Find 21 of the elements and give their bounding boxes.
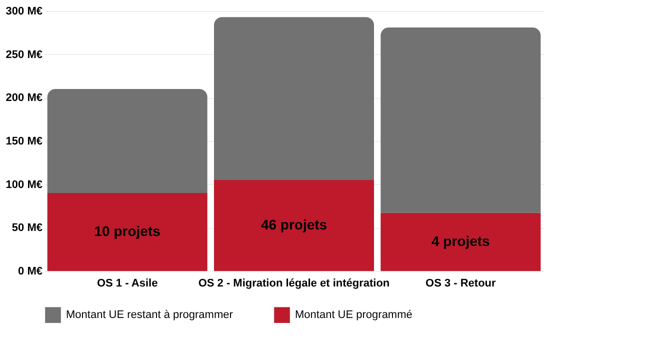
y-tick-label: 250 M€ (6, 48, 42, 61)
x-tick-label: OS 3 - Retour (426, 278, 497, 290)
legend-label: Montant UE restant à programmer (66, 309, 234, 322)
bar (47, 89, 208, 193)
bar (380, 27, 541, 213)
bar (214, 17, 374, 180)
bar (47, 193, 208, 271)
annotation: 10 projets (94, 223, 161, 239)
y-tick-label: 300 M€ (6, 6, 42, 18)
annotation: 46 projets (260, 216, 328, 232)
bar (380, 212, 541, 271)
y-tick-label: 50 M€ (12, 222, 42, 234)
x-tick-label: OS 2 - Migration légale et intégration (198, 278, 390, 290)
y-tick-label: 200 M€ (6, 92, 42, 104)
y-tick-label: 0 M€ (18, 266, 42, 278)
y-tick-label: 100 M€ (6, 178, 42, 191)
bar (214, 180, 374, 271)
annotation: 4 projets (431, 232, 490, 249)
legend-label: Montant UE programmé (295, 309, 412, 322)
y-tick-label: 150 M€ (6, 136, 42, 148)
x-tick-label: OS 1 - Asile (96, 278, 158, 290)
